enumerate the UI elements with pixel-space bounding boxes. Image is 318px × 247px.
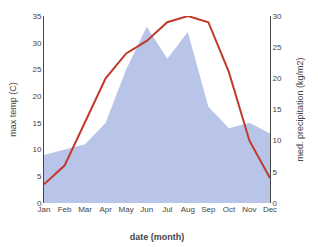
svg-text:Apr: Apr — [99, 205, 112, 214]
svg-text:10: 10 — [273, 136, 282, 145]
svg-text:med. precipitation (kg/m2): med. precipitation (kg/m2) — [295, 57, 305, 161]
svg-text:Jun: Jun — [140, 205, 153, 214]
svg-text:Oct: Oct — [223, 205, 236, 214]
svg-text:Jul: Jul — [162, 205, 172, 214]
svg-text:5: 5 — [37, 172, 42, 181]
svg-text:30: 30 — [273, 12, 282, 21]
svg-text:Nov: Nov — [242, 205, 256, 214]
svg-text:5: 5 — [273, 168, 278, 177]
svg-text:0: 0 — [37, 199, 42, 208]
svg-text:30: 30 — [32, 39, 41, 48]
svg-text:20: 20 — [273, 74, 282, 83]
svg-text:15: 15 — [273, 105, 282, 114]
svg-text:Mar: Mar — [78, 205, 92, 214]
svg-text:Sep: Sep — [201, 205, 216, 214]
svg-text:15: 15 — [32, 119, 41, 128]
svg-text:35: 35 — [32, 12, 41, 21]
svg-text:Dec: Dec — [263, 205, 277, 214]
svg-text:25: 25 — [32, 65, 41, 74]
svg-text:Jan: Jan — [38, 205, 51, 214]
svg-text:date (month): date (month) — [130, 232, 185, 242]
svg-text:max temp (C): max temp (C) — [8, 82, 18, 137]
svg-text:10: 10 — [32, 145, 41, 154]
svg-text:25: 25 — [273, 43, 282, 52]
svg-text:20: 20 — [32, 92, 41, 101]
svg-text:Feb: Feb — [58, 205, 72, 214]
svg-text:0: 0 — [273, 199, 278, 208]
svg-text:May: May — [119, 205, 134, 214]
svg-text:Aug: Aug — [181, 205, 195, 214]
